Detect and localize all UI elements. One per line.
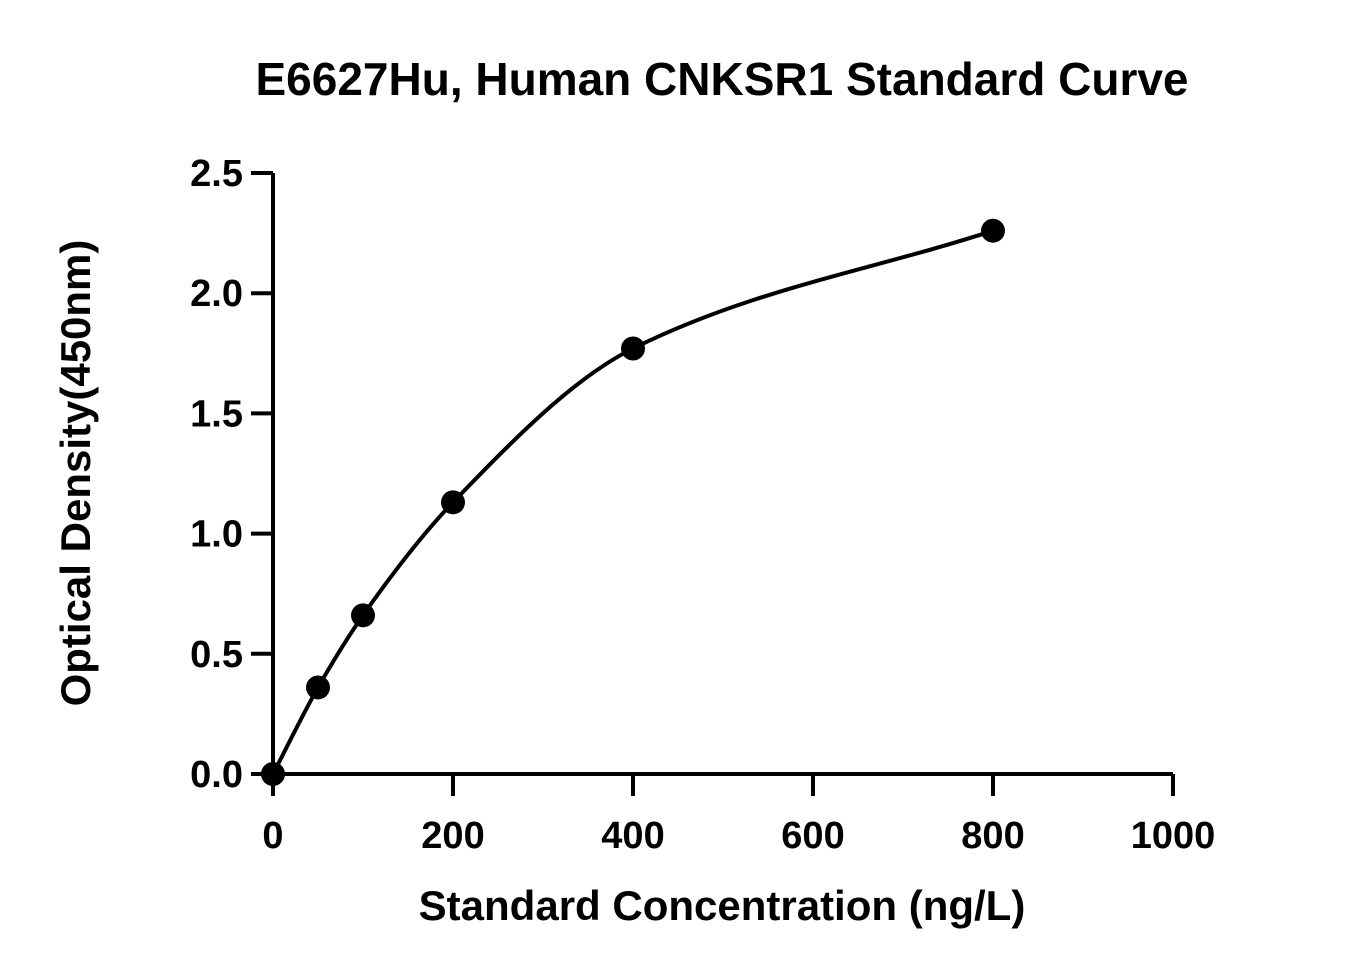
x-axis-label: Standard Concentration (ng/L) — [419, 882, 1026, 929]
data-point — [621, 336, 645, 361]
x-tick-label: 800 — [961, 815, 1024, 857]
tick-labels: 0 200 400 600 800 1000 0.0 0.5 1.0 1.5 2.0 2.5 — [190, 153, 1215, 857]
y-tick-label: 2.5 — [190, 153, 243, 195]
x-tick-label: 0 — [262, 815, 283, 857]
plot-area — [261, 218, 1005, 786]
data-point — [261, 762, 285, 786]
ticks — [251, 171, 1175, 796]
x-tick-label: 1000 — [1131, 815, 1216, 857]
data-point — [351, 603, 375, 628]
x-tick-label: 200 — [421, 815, 484, 857]
y-axis-label: Optical Density(450nm) — [52, 240, 99, 707]
y-tick-label: 0.0 — [190, 754, 243, 796]
data-point — [981, 218, 1005, 243]
chart-title: E6627Hu, Human CNKSR1 Standard Curve — [255, 53, 1188, 105]
x-tick-label: 600 — [781, 815, 844, 857]
y-tick-label: 1.5 — [190, 393, 243, 435]
data-point — [441, 490, 465, 515]
x-tick-label: 400 — [601, 815, 664, 857]
y-tick-label: 1.0 — [190, 514, 243, 556]
data-point — [306, 675, 330, 700]
y-tick-label: 0.5 — [190, 634, 243, 676]
fit-curve — [271, 228, 994, 775]
y-tick-label: 2.0 — [190, 273, 243, 315]
axes — [271, 173, 1173, 776]
